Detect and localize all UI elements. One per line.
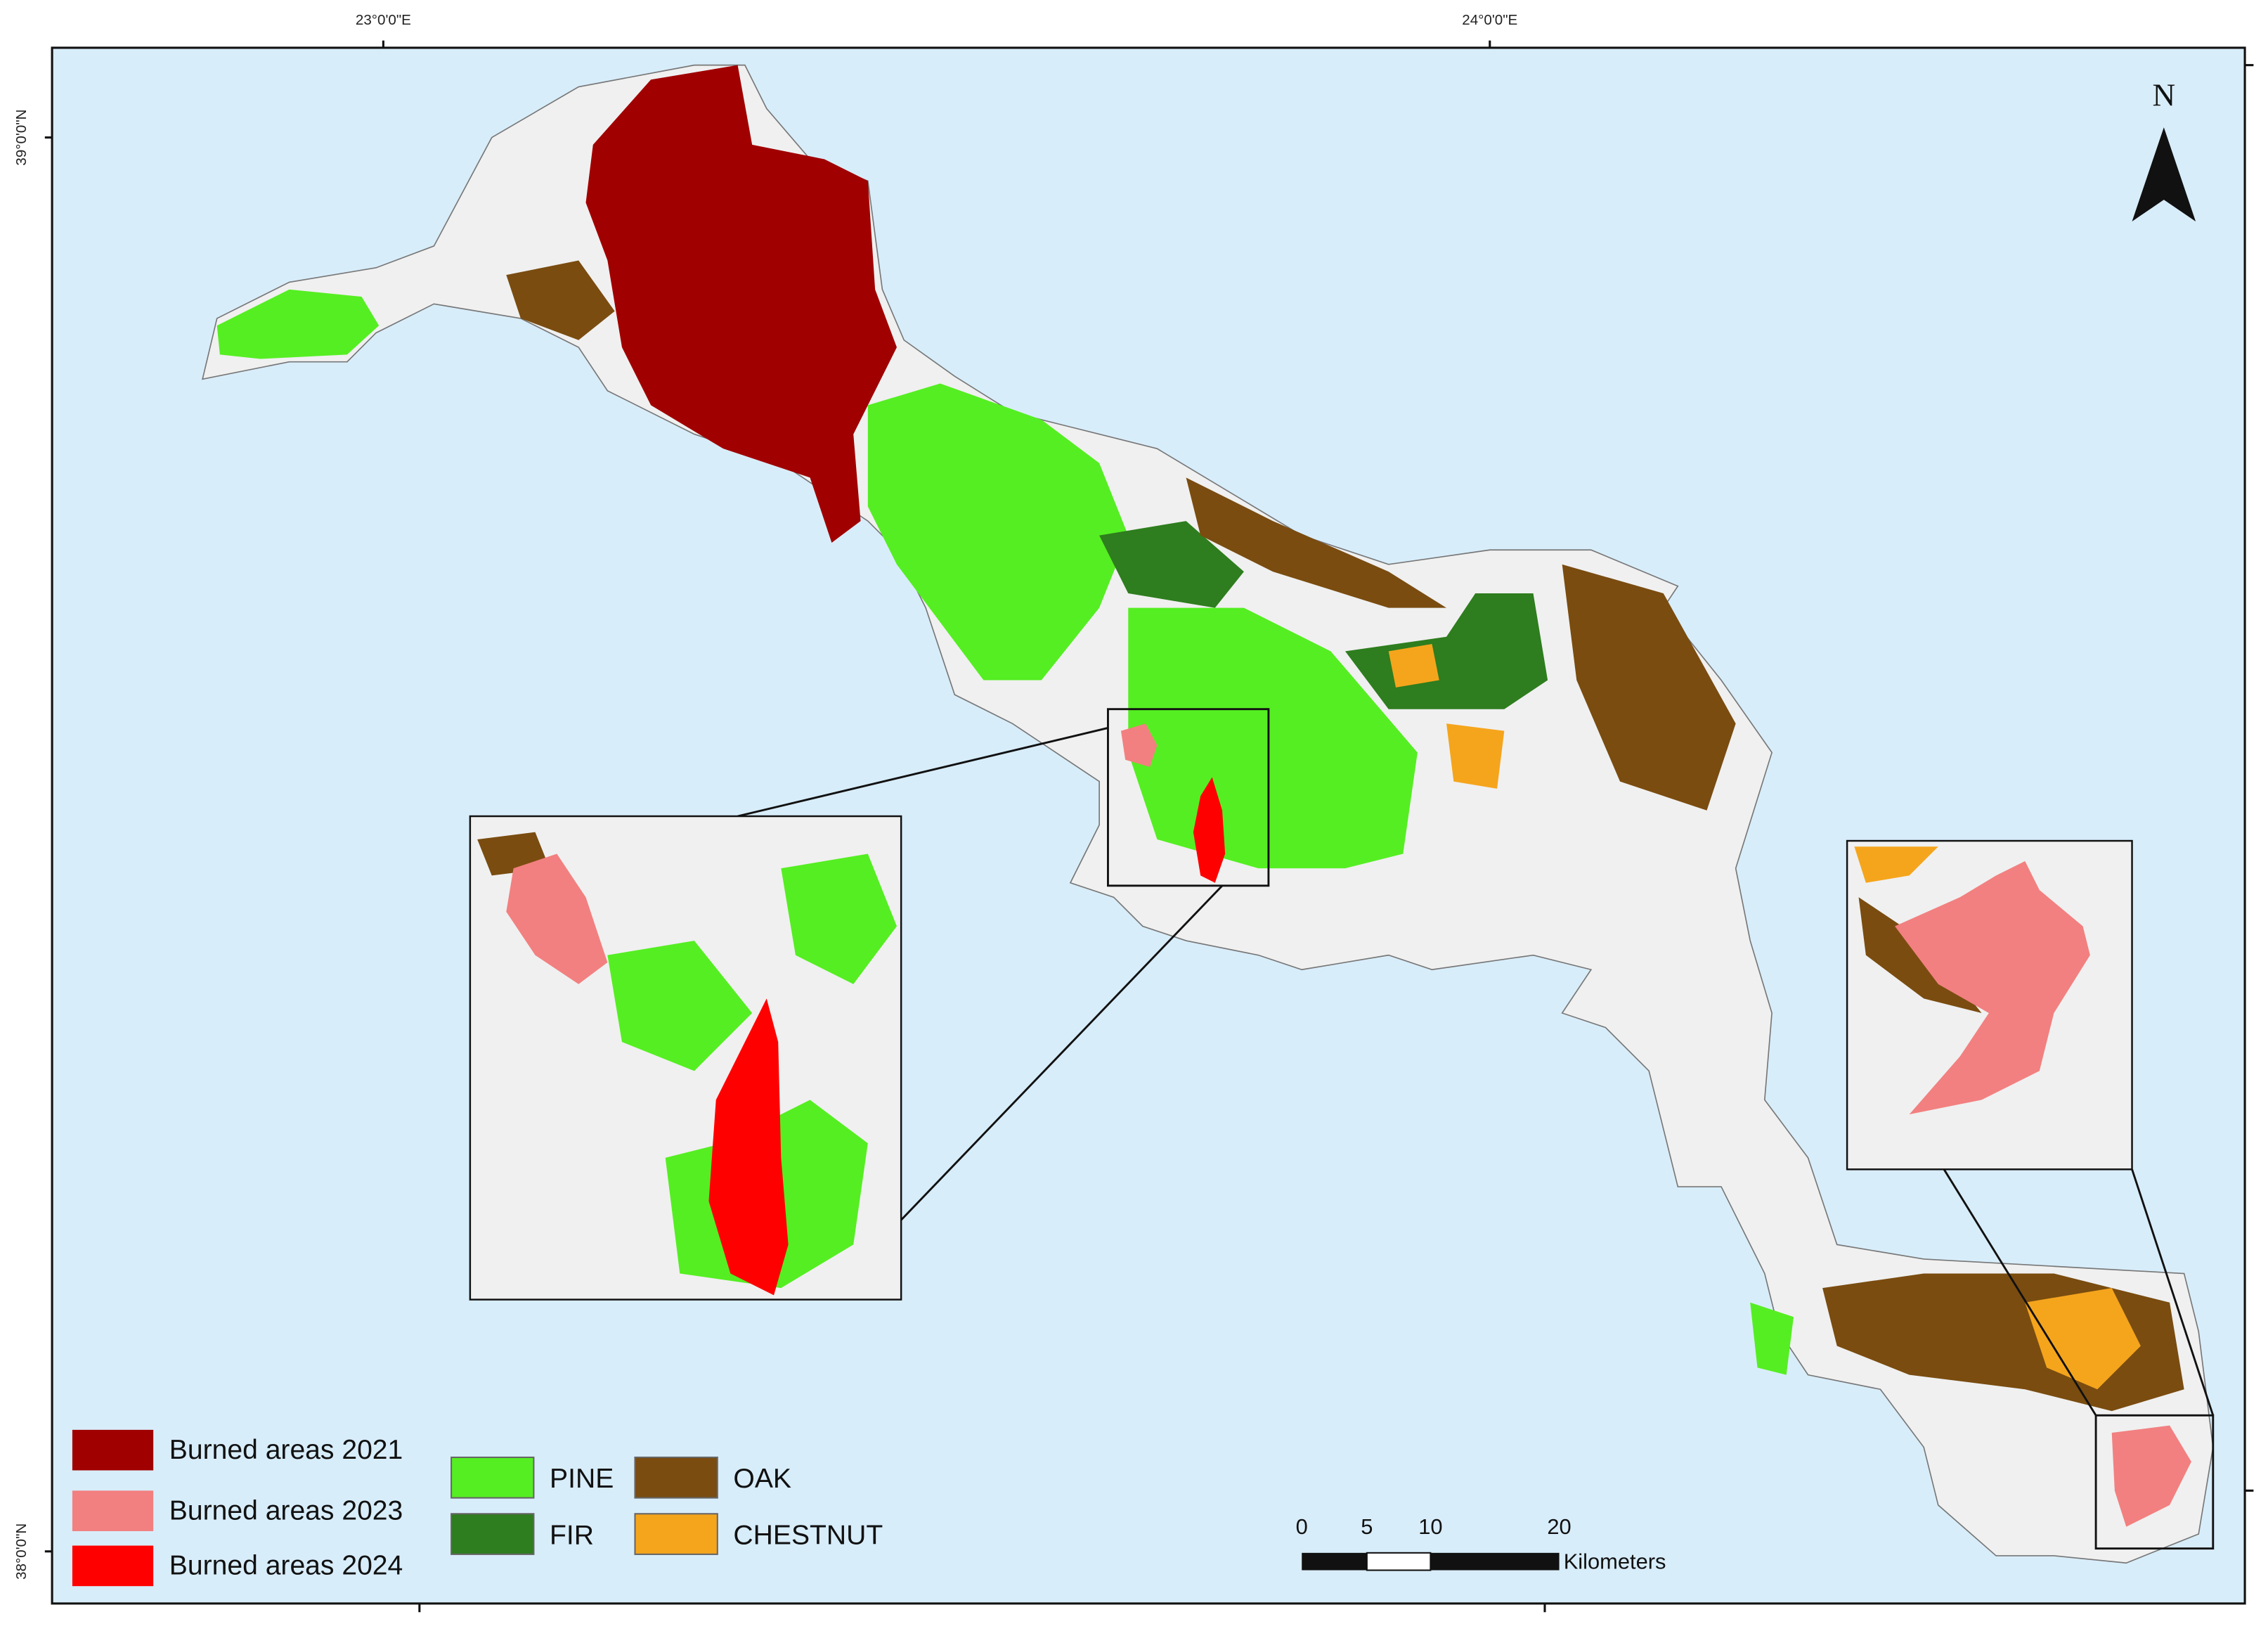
burned-2023 xyxy=(2111,1425,2191,1527)
fir-area xyxy=(1099,521,1244,608)
burned-2023 xyxy=(1120,723,1158,768)
chestnut-area xyxy=(2025,1288,2141,1390)
scale-segment xyxy=(1366,1552,1432,1571)
vegetation xyxy=(216,260,2184,1412)
longitude-label: 23°0'0"E xyxy=(356,12,411,28)
pine-area xyxy=(867,383,1129,681)
scale-unit: Kilometers xyxy=(1564,1549,1666,1573)
chestnut-area xyxy=(1854,846,1938,883)
chestnut-area xyxy=(1446,723,1505,789)
legend-swatch xyxy=(634,1513,718,1555)
legend-swatch xyxy=(72,1490,154,1531)
scale-label: 5 xyxy=(1361,1514,1373,1539)
legend-label: FIR xyxy=(550,1521,594,1551)
inset-leader xyxy=(900,884,1224,1221)
oak-area xyxy=(506,260,615,340)
inset-leader xyxy=(1943,1168,2097,1417)
scale-label: 10 xyxy=(1418,1514,1442,1539)
burned-2024 xyxy=(708,998,789,1296)
inset-extent xyxy=(2094,1414,2215,1550)
legend-swatch xyxy=(451,1513,535,1555)
oak-area xyxy=(1186,477,1447,608)
scale-segment xyxy=(1430,1552,1560,1571)
legend-swatch xyxy=(451,1456,535,1499)
scale-segment xyxy=(1302,1552,1367,1571)
legend-label: Burned areas 2023 xyxy=(169,1496,403,1526)
legend-label: PINE xyxy=(550,1464,614,1494)
north-arrow xyxy=(2132,127,2196,221)
chestnut-area xyxy=(1388,644,1439,688)
legend-label: CHESTNUT xyxy=(733,1521,883,1551)
pine-area xyxy=(1750,1302,1794,1375)
burned-2024 xyxy=(1193,777,1226,883)
legend-swatch xyxy=(634,1456,718,1499)
legend-label: OAK xyxy=(733,1464,791,1494)
scale-bar: 0 5 10 20 Kilometers xyxy=(1296,1514,1666,1573)
scale-label: 0 xyxy=(1296,1514,1308,1539)
latitude-label: 39°0'0"N xyxy=(13,110,30,166)
latitude-label: 38°0'0"N xyxy=(13,1523,30,1580)
oak-area xyxy=(1562,564,1736,811)
burned-2023 xyxy=(1895,860,2090,1115)
legend-label: Burned areas 2024 xyxy=(169,1551,403,1581)
burned-2023 xyxy=(506,853,608,984)
pine-area xyxy=(781,853,897,984)
legend-swatch xyxy=(72,1545,154,1587)
graticule-ticks xyxy=(44,40,2254,1613)
inset-extent xyxy=(1107,708,1270,887)
legend-swatch xyxy=(72,1429,154,1471)
longitude-label: 24°0'0"E xyxy=(1462,12,1517,28)
north-label: N xyxy=(2152,77,2175,112)
legend-label: Burned areas 2021 xyxy=(169,1435,403,1465)
pine-area xyxy=(216,289,380,359)
inset-leader xyxy=(2131,1168,2215,1416)
burned-2021 xyxy=(585,65,897,543)
legend: Burned areas 2021 Burned areas 2023 Burn… xyxy=(72,1429,883,1587)
scale-label: 20 xyxy=(1547,1514,1571,1539)
inset-leader xyxy=(737,727,1108,818)
pine-area xyxy=(607,941,753,1071)
